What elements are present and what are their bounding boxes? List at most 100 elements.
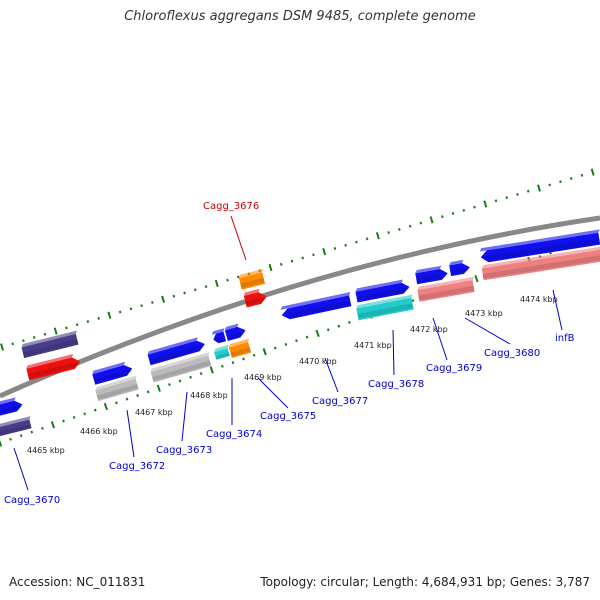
- gene-cyan[interactable]: [356, 294, 416, 321]
- outer-tick: [559, 180, 562, 184]
- outer-tick: [161, 295, 166, 303]
- outer-tick: [129, 307, 133, 311]
- outer-tick: [140, 304, 143, 308]
- gene-cagg3673[interactable]: [147, 336, 207, 366]
- gene-label[interactable]: Cagg_3670: [4, 495, 60, 506]
- inner-tick: [284, 342, 288, 346]
- gene-label-leader: [13, 447, 29, 491]
- gene-features[interactable]: [0, 229, 600, 437]
- inner-tick: [178, 379, 182, 383]
- outer-tick: [32, 336, 36, 339]
- gene-cyan-small[interactable]: [213, 344, 231, 360]
- inner-tick: [337, 324, 341, 328]
- gene-label-leader: [324, 357, 339, 393]
- inner-tick: [411, 299, 415, 303]
- inner-tick: [231, 361, 235, 365]
- gene-cagg3674b[interactable]: [224, 322, 247, 342]
- gene-navy-upper[interactable]: [21, 330, 81, 359]
- kbp-tick-label: 4474 kbp: [520, 295, 558, 304]
- gene-label[interactable]: Cagg_3673: [156, 445, 212, 456]
- outer-tick: [548, 183, 552, 187]
- gene-cagg3678[interactable]: [355, 279, 411, 303]
- inner-tick: [50, 421, 56, 429]
- outer-tick: [53, 327, 58, 335]
- gene-label[interactable]: Cagg_3674: [206, 429, 262, 440]
- inner-tick: [305, 335, 309, 339]
- gene-label-leader: [392, 329, 395, 376]
- outer-tick: [419, 221, 423, 225]
- outer-tick: [151, 301, 154, 304]
- inner-tick: [242, 357, 245, 361]
- gene-cagg3679[interactable]: [415, 265, 449, 285]
- gene-cagg3670[interactable]: [0, 396, 24, 417]
- inner-tick: [315, 329, 320, 338]
- inner-tick: [125, 397, 129, 401]
- outer-tick: [580, 173, 584, 177]
- outer-tick: [451, 212, 455, 215]
- gene-label[interactable]: Cagg_3677: [312, 396, 368, 407]
- gene-label[interactable]: Cagg_3676: [203, 201, 259, 212]
- outer-tick: [333, 247, 337, 250]
- outer-tick: [322, 247, 327, 256]
- inner-tick: [273, 346, 277, 350]
- gene-salmon-2[interactable]: [481, 246, 600, 281]
- outer-tick: [526, 189, 530, 193]
- inner-tick: [348, 320, 351, 324]
- gene-cagg3674a[interactable]: [211, 328, 228, 344]
- outer-tick: [75, 323, 79, 327]
- outer-tick: [387, 231, 390, 235]
- outer-tick: [118, 310, 122, 314]
- inner-tick: [83, 412, 87, 416]
- gene-salmon-1[interactable]: [417, 276, 477, 302]
- gene-orange-lower[interactable]: [228, 338, 253, 359]
- outer-tick: [97, 316, 100, 320]
- gene-label[interactable]: Cagg_3675: [260, 411, 316, 422]
- outer-tick: [462, 208, 466, 212]
- outer-tick: [312, 253, 315, 257]
- gene-cagg3676-orange[interactable]: [238, 268, 267, 290]
- outer-tick: [214, 279, 219, 288]
- outer-tick: [569, 177, 573, 180]
- gene-label-leader: [126, 409, 135, 458]
- gene-cagg3680a[interactable]: [449, 259, 471, 277]
- gene-label[interactable]: Cagg_3680: [484, 348, 540, 359]
- gene-label-leader: [552, 289, 563, 331]
- inner-tick: [262, 348, 267, 356]
- outer-tick: [22, 339, 25, 343]
- inner-tick: [103, 402, 108, 411]
- gene-label[interactable]: Cagg_3678: [368, 379, 424, 390]
- inner-tick: [72, 415, 76, 419]
- outer-tick: [375, 232, 380, 240]
- outer-tick: [65, 326, 68, 330]
- inner-tick: [156, 384, 161, 392]
- kbp-tick-label: 4470 kbp: [299, 357, 337, 366]
- gene-labels[interactable]: Cagg_3670 Cagg_3672 Cagg_3673 Cagg_3674 Cagg…: [4, 201, 575, 506]
- gene-label[interactable]: Cagg_3672: [109, 461, 165, 472]
- gene-cagg3680[interactable]: [479, 229, 600, 263]
- outer-tick: [268, 263, 273, 272]
- gene-label[interactable]: Cagg_3679: [426, 363, 482, 374]
- gene-label-leader: [257, 377, 289, 409]
- gene-grey-1[interactable]: [94, 375, 140, 402]
- gene-label-leader: [181, 391, 188, 442]
- gene-cagg3676-red[interactable]: [243, 288, 268, 308]
- gene-red-left[interactable]: [26, 353, 82, 381]
- gene-cagg3672[interactable]: [91, 360, 133, 385]
- outer-tick: [183, 291, 186, 295]
- genome-summary: Topology: circular; Length: 4,684,931 bp…: [260, 575, 590, 589]
- inner-tick: [19, 434, 23, 438]
- outer-tick: [344, 243, 347, 247]
- outer-tick: [355, 240, 358, 244]
- gene-cagg3677[interactable]: [280, 291, 353, 321]
- outer-tick: [408, 224, 412, 228]
- outer-tick: [0, 343, 4, 351]
- outer-tick: [301, 256, 305, 260]
- gene-label[interactable]: infB: [555, 333, 575, 344]
- gene-navy-lower[interactable]: [0, 416, 34, 437]
- gene-grey-2[interactable]: [150, 352, 213, 383]
- gene-label-leader: [464, 317, 511, 345]
- gene-label-leader: [432, 317, 448, 361]
- inner-tick: [326, 328, 330, 332]
- outer-tick: [365, 237, 369, 241]
